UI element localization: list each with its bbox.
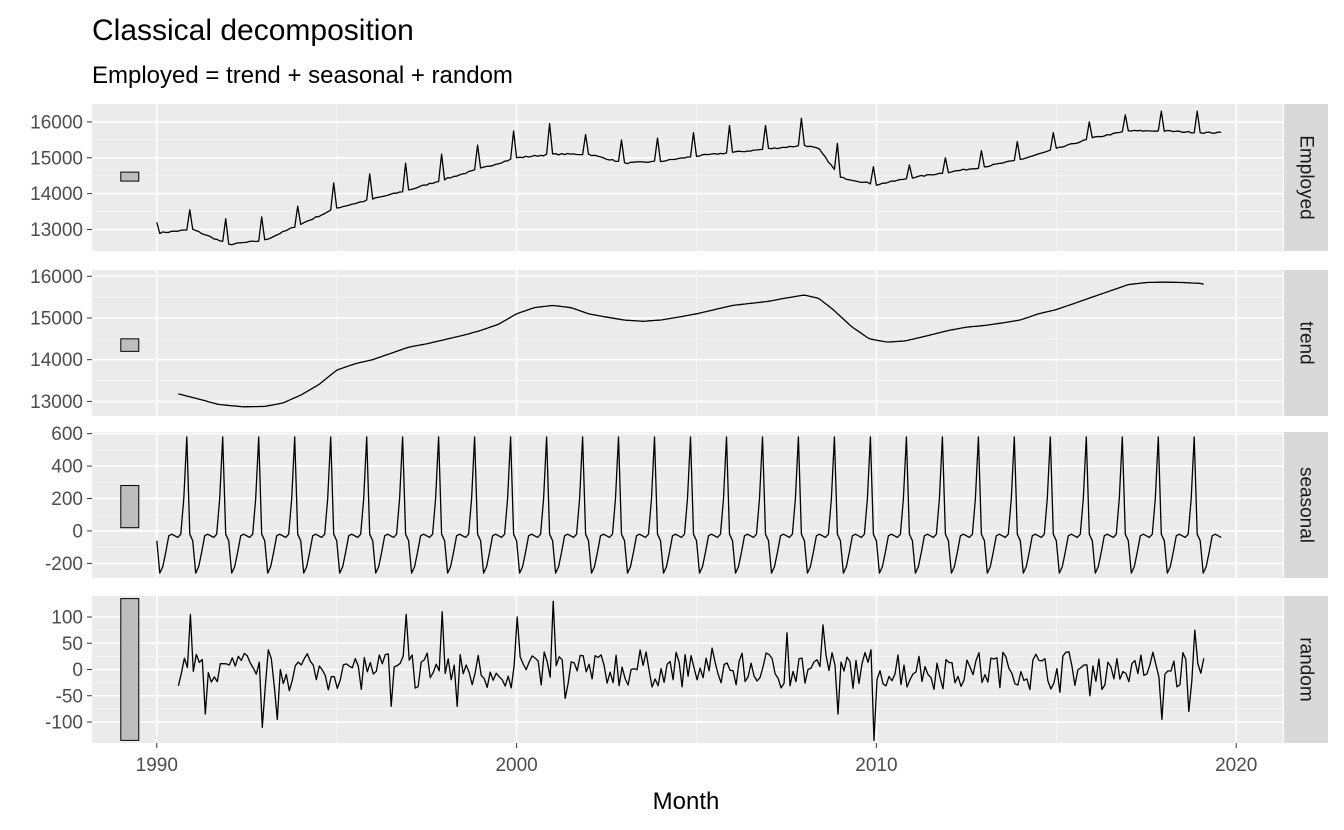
y-tick-label: 13000 [30,220,83,241]
y-tick-label: -200 [45,554,83,575]
y-tick-label: 14000 [30,350,83,371]
series-line-random [177,600,1205,742]
scale-bar [120,598,140,741]
y-tick-label: 0 [72,660,83,681]
series-line-trend [178,281,1204,408]
y-tick-label: 600 [51,424,83,445]
x-axis-title: Month [653,788,720,815]
y-tick-label: 16000 [30,112,83,133]
y-tick-label: 0 [72,521,83,542]
scale-bar [120,485,140,529]
scale-bar [120,171,140,182]
chart-title: Classical decomposition [92,14,414,47]
series-line-seasonal [156,436,1222,574]
scale-bar [120,338,140,352]
x-tick-label: 1990 [136,755,178,776]
chart-subtitle: Employed = trend + seasonal + random [92,62,513,89]
series-line-Employed [156,110,1222,246]
y-tick-label: -100 [45,713,83,734]
panel-background [92,270,1283,416]
y-tick-label: 14000 [30,184,83,205]
strip-background [1284,432,1328,578]
strip-background [1284,270,1328,416]
panel-Employed: 13000 14000 15000 16000 Employed [30,104,1328,251]
strip-label-Employed: Employed [1296,135,1317,220]
y-tick-label: 200 [51,489,83,510]
strip-label-trend: trend [1296,321,1317,364]
y-tick-label: 100 [51,608,83,629]
x-tick-label: 2010 [855,755,897,776]
strip-label-random: random [1296,637,1317,701]
strip-background [1284,104,1328,251]
x-tick-label: 2020 [1215,755,1257,776]
y-tick-label: -50 [56,686,83,707]
panel-background [92,104,1283,251]
y-tick-label: 400 [51,457,83,478]
strip-background [1284,596,1328,743]
y-tick-label: 50 [62,634,83,655]
y-tick-label: 13000 [30,392,83,413]
panel-random: -100 -50 0 50 100 random [45,596,1328,743]
y-tick-label: 16000 [30,267,83,288]
x-axis: 1990 2000 2010 2020 [136,743,1257,776]
panel-seasonal: -200 0 200 400 600 seasonal [45,424,1328,578]
panels: 13000 14000 15000 16000 Employed 13000 14000 15… [30,104,1328,743]
panel-trend: 13000 14000 15000 16000 trend [30,267,1328,416]
y-tick-label: 15000 [30,308,83,329]
x-tick-label: 2000 [495,755,537,776]
strip-label-seasonal: seasonal [1296,467,1317,543]
y-tick-label: 15000 [30,148,83,169]
